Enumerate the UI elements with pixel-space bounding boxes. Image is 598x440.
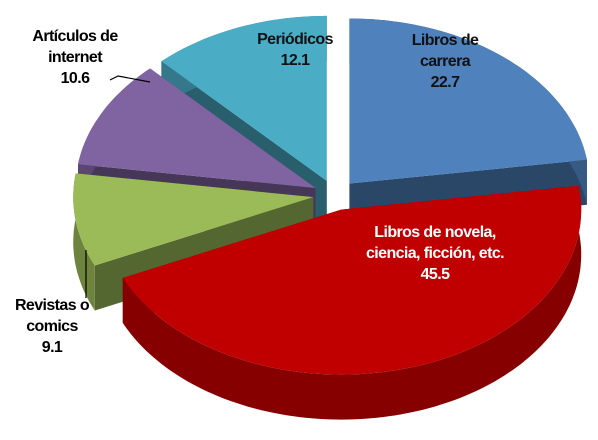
category-label: Libros de novela, ciencia, ficción, etc. <box>366 224 505 262</box>
slice <box>73 173 314 266</box>
category-label: Periódicos <box>257 31 333 48</box>
slice-label: Revistas o comics 9.1 <box>0 295 104 358</box>
slice-label: Periódicos 12.1 <box>240 29 350 71</box>
value-label: 22.7 <box>430 74 460 91</box>
slice-label: Artículos de internet 10.6 <box>14 26 136 89</box>
category-label: Revistas o comics <box>14 297 90 335</box>
leader-line <box>109 75 151 83</box>
value-label: 10.6 <box>60 70 90 87</box>
category-label: Libros de carrera <box>411 32 479 70</box>
slice <box>78 68 316 188</box>
slice <box>349 18 587 184</box>
slice <box>122 185 582 375</box>
slice-label: Libros de carrera 22.7 <box>390 30 500 93</box>
slice-side <box>122 185 582 420</box>
slice-label: Libros de novela, ciencia, ficción, etc.… <box>350 222 520 285</box>
category-label: Artículos de internet <box>32 28 118 66</box>
slice-side <box>73 173 95 311</box>
value-label: 9.1 <box>41 339 63 356</box>
value-label: 45.5 <box>420 266 450 283</box>
slice <box>161 15 327 181</box>
value-label: 12.1 <box>280 52 310 69</box>
